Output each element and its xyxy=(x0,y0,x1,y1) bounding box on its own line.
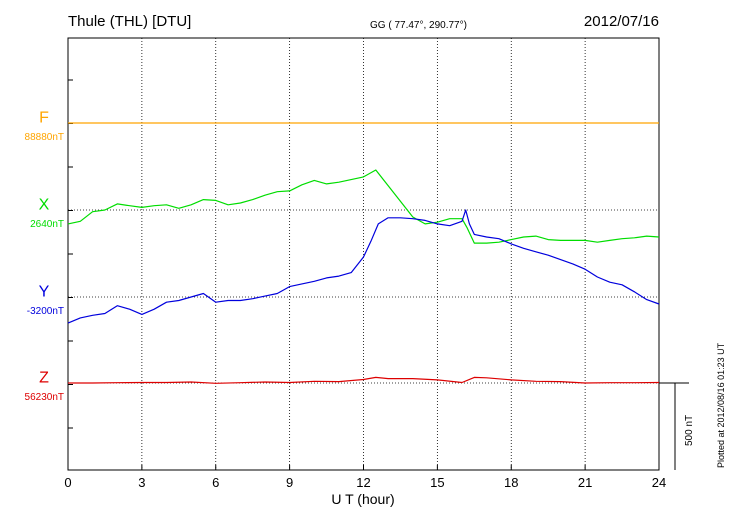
grid-lines xyxy=(68,38,659,470)
x-tick-label: 6 xyxy=(212,475,219,490)
series-f-baseline: 88880nT xyxy=(25,132,64,143)
x-tick-label: 12 xyxy=(356,475,370,490)
x-tick-label: 0 xyxy=(64,475,71,490)
x-tick-label: 15 xyxy=(430,475,444,490)
x-tick-label: 18 xyxy=(504,475,518,490)
series-z-label: Z xyxy=(39,370,49,387)
station-title: Thule (THL) [DTU] xyxy=(68,13,191,30)
x-tick-label: 24 xyxy=(652,475,666,490)
plotted-timestamp: Plotted at 2012/08/16 01:23 UT xyxy=(716,342,726,468)
x-axis-label: U T (hour) xyxy=(331,491,394,507)
series-y-baseline: -3200nT xyxy=(27,306,64,317)
series-group xyxy=(67,122,660,384)
series-x-line xyxy=(67,169,660,244)
series-z-baseline: 56230nT xyxy=(25,392,64,403)
series-y-label: Y xyxy=(39,284,50,301)
series-labels: F 88880nT X 2640nT Y -3200nT Z 56230nT xyxy=(25,110,64,404)
x-tick-label: 21 xyxy=(578,475,592,490)
x-tick-label: 3 xyxy=(138,475,145,490)
station-coordinates: GG ( 77.47°, 290.77°) xyxy=(370,20,467,31)
series-z-line xyxy=(68,376,660,384)
series-x-baseline: 2640nT xyxy=(30,219,64,230)
axis-ticks: 0 3 6 9 12 15 18 21 24 xyxy=(64,79,666,490)
series-y-line xyxy=(67,209,660,324)
series-x-label: X xyxy=(39,197,50,214)
series-f-label: F xyxy=(39,110,49,127)
scale-bar-label: 500 nT xyxy=(684,415,695,446)
x-tick-label: 9 xyxy=(286,475,293,490)
plot-date: 2012/07/16 xyxy=(584,13,659,30)
